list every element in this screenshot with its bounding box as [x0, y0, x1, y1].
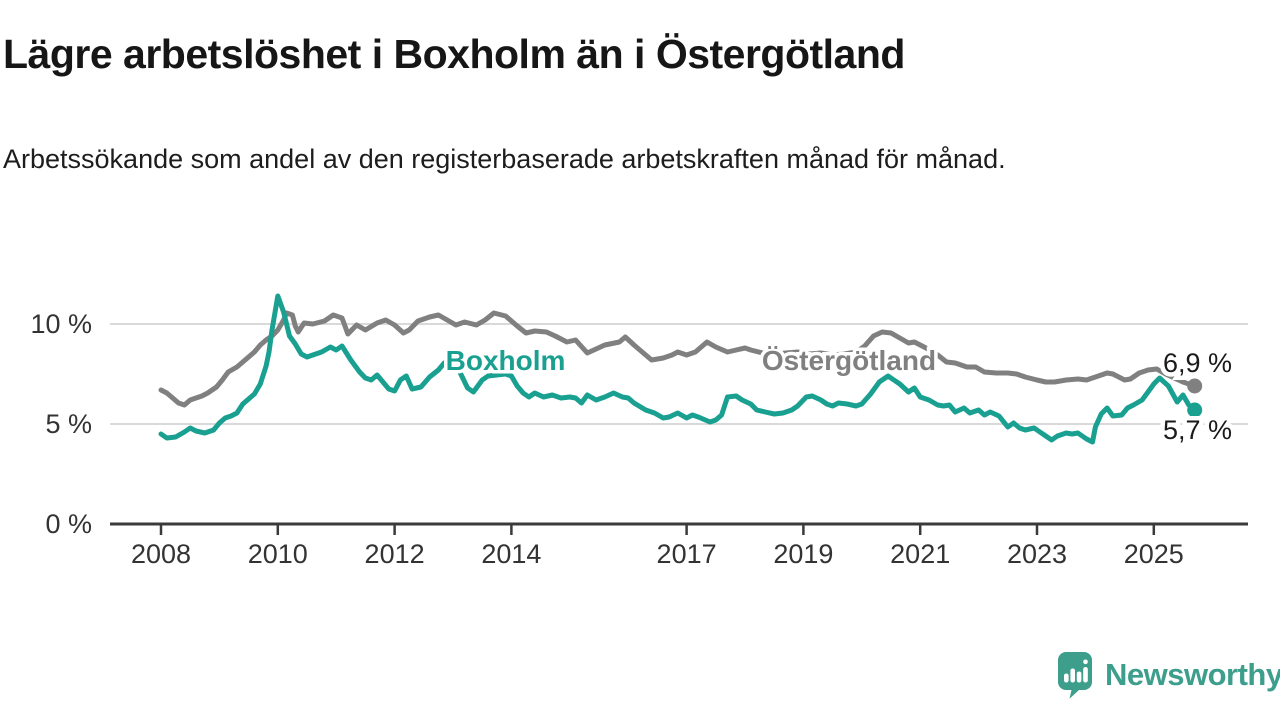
y-axis-label: 5 %	[45, 409, 92, 439]
x-axis-label: 2008	[131, 539, 191, 569]
brand-name: Newsworthy	[1105, 657, 1280, 692]
x-axis-label: 2025	[1124, 539, 1184, 569]
x-axis-label: 2012	[365, 539, 425, 569]
y-axis-label: 10 %	[30, 309, 92, 339]
chart-subtitle: Arbetssökande som andel av den registerb…	[3, 144, 1006, 174]
boxholm-line	[158, 293, 1198, 445]
boxholm-end-value-label: 5,7 %	[1163, 415, 1232, 445]
stergtland-series-label: Östergötland	[762, 345, 936, 376]
x-axis-label: 2023	[1007, 539, 1067, 569]
y-axis-label: 0 %	[45, 509, 92, 539]
x-axis-label: 2010	[248, 539, 308, 569]
boxholm-series-label: Boxholm	[446, 345, 566, 376]
stergtland-line	[158, 310, 1198, 408]
newsworthy-logo-icon	[1058, 652, 1092, 699]
x-axis-label: 2021	[890, 539, 950, 569]
stergtland-end-dot	[1187, 378, 1203, 394]
boxholm-end-dot	[1187, 402, 1203, 418]
stergtland-end-value-label: 6,9 %	[1163, 348, 1232, 378]
x-axis-label: 2019	[773, 539, 833, 569]
chart-title: Lägre arbetslöshet i Boxholm än i Österg…	[3, 31, 905, 77]
x-axis-label: 2017	[657, 539, 717, 569]
newsworthy-brand: Newsworthy	[1058, 652, 1280, 699]
x-axis-label: 2014	[481, 539, 541, 569]
